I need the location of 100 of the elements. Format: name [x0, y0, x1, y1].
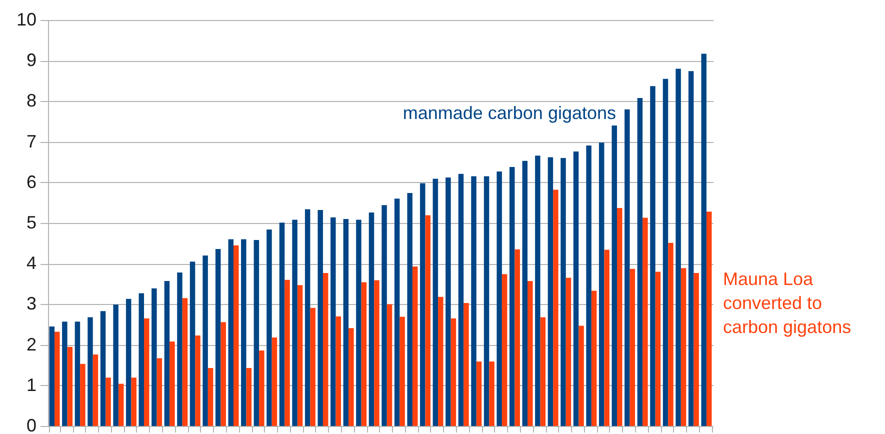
bar	[279, 222, 285, 426]
bar	[266, 229, 272, 426]
bar	[522, 160, 528, 426]
bar	[368, 212, 374, 426]
bar	[195, 335, 200, 426]
bar	[637, 98, 643, 426]
bar	[586, 145, 592, 426]
bar	[476, 361, 482, 426]
bar	[67, 346, 73, 426]
bar	[407, 192, 412, 426]
bar	[318, 210, 323, 426]
y-tick-label: 7	[26, 131, 36, 152]
bar	[612, 126, 617, 426]
bar	[246, 368, 252, 426]
bar	[292, 220, 298, 426]
bar	[624, 109, 630, 426]
bar	[259, 350, 264, 426]
bar	[471, 176, 476, 426]
y-tick-label: 10	[16, 10, 36, 30]
bar	[374, 280, 380, 426]
bar	[553, 190, 558, 426]
bar	[591, 290, 597, 426]
bar	[655, 272, 661, 426]
bar	[330, 217, 336, 426]
bar	[458, 174, 464, 426]
y-tick-label: 8	[26, 90, 36, 111]
bar	[630, 268, 636, 426]
bar	[272, 337, 278, 426]
bar	[361, 282, 367, 426]
bar	[177, 272, 182, 426]
bar	[182, 298, 188, 426]
bar	[126, 298, 132, 426]
bar	[598, 142, 604, 426]
bar	[573, 152, 579, 426]
bar	[701, 54, 706, 426]
bar	[616, 208, 622, 426]
bar	[578, 326, 584, 426]
bar	[382, 205, 387, 426]
bar	[254, 240, 260, 426]
bar	[190, 262, 196, 426]
bar	[694, 272, 699, 426]
bar	[164, 281, 170, 426]
bar	[535, 156, 540, 426]
bar	[343, 218, 349, 426]
bar	[233, 245, 239, 426]
bar	[54, 332, 60, 426]
bar	[88, 317, 93, 426]
bar	[100, 311, 106, 426]
bar	[138, 293, 144, 426]
bar	[118, 384, 124, 426]
bar	[62, 322, 68, 426]
bar	[420, 183, 426, 426]
bar	[540, 317, 546, 426]
bar	[113, 304, 118, 426]
bar	[412, 266, 418, 426]
bar	[680, 268, 686, 426]
bar	[356, 220, 362, 426]
bar	[156, 358, 162, 426]
series-label: Mauna Loa converted to carbon gigatons	[723, 268, 852, 337]
bar	[432, 178, 438, 426]
bar	[642, 218, 648, 426]
bar	[220, 322, 226, 426]
bar	[548, 157, 554, 426]
bar	[152, 288, 157, 426]
y-tick-label: 4	[26, 253, 36, 274]
y-tick-label: 3	[26, 294, 36, 314]
bar	[144, 318, 150, 426]
bar	[208, 368, 214, 426]
bar	[662, 78, 668, 426]
bar	[489, 361, 494, 426]
bar	[92, 354, 98, 426]
y-tick-label: 5	[26, 212, 36, 232]
y-tick-label: 0	[26, 416, 36, 434]
bar	[688, 71, 694, 426]
bar	[80, 364, 86, 426]
bar	[496, 171, 502, 426]
bar	[509, 166, 515, 426]
bar	[464, 302, 469, 426]
y-tick-label: 6	[26, 172, 36, 192]
bar	[304, 209, 310, 426]
bar	[450, 318, 456, 426]
bar	[131, 378, 136, 426]
bar	[514, 249, 520, 426]
bar	[438, 296, 444, 426]
y-tick-label: 1	[26, 374, 36, 395]
bar	[49, 326, 55, 426]
bar	[394, 198, 400, 426]
y-tick-label: 9	[26, 50, 36, 70]
bar	[484, 176, 490, 426]
bar	[284, 280, 290, 426]
bar	[502, 274, 508, 426]
bar	[336, 316, 341, 426]
bar	[215, 248, 221, 426]
bar	[425, 215, 430, 426]
bar	[106, 378, 111, 426]
bar	[528, 281, 533, 426]
bar	[566, 278, 572, 426]
bar	[604, 250, 610, 426]
bar	[297, 285, 303, 426]
series-label: manmade carbon gigatons	[402, 103, 616, 123]
